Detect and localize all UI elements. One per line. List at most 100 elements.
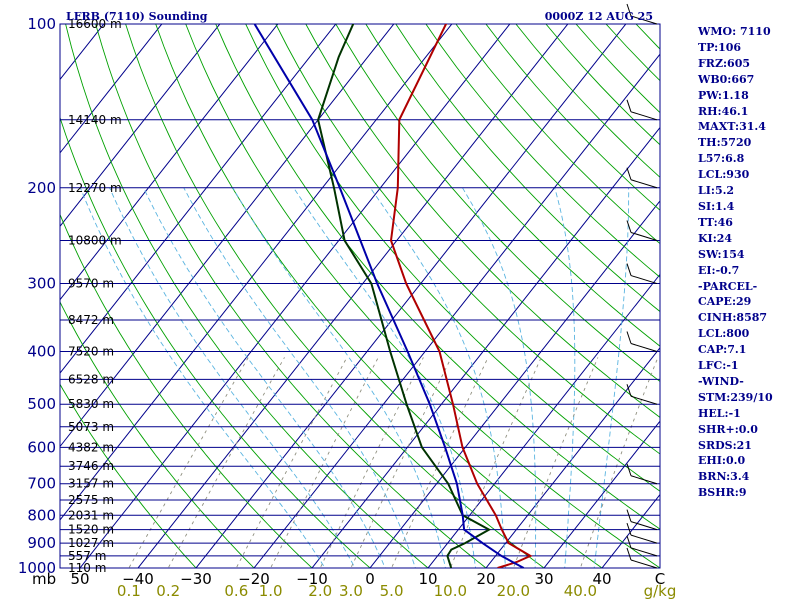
height-level-label: 8472 m [68, 313, 114, 327]
stat-item: KI:24 [698, 231, 733, 245]
isotherm-line [60, 24, 453, 521]
moist-adiabat-line [232, 187, 446, 568]
wind-barb-flag [626, 263, 632, 276]
grid-lines [60, 24, 660, 568]
height-level-label: 2575 m [68, 493, 114, 507]
mixing-ratio-label: 3.0 [339, 582, 363, 600]
stat-item: -PARCEL- [698, 279, 758, 293]
wind-barb-flag [626, 384, 632, 397]
pressure-tick-label: 1000 [18, 559, 56, 577]
wind-barb [630, 343, 658, 352]
mixing-ratio-label: 0.2 [156, 582, 180, 600]
temperature-tick-label: −40 [122, 570, 154, 588]
height-level-label: 6528 m [68, 372, 114, 386]
isobar-lines [59, 23, 661, 569]
dry-adiabat-line [125, 24, 545, 568]
wind-barb [630, 111, 658, 121]
dry-adiabat-line [275, 24, 660, 455]
dry-adiabat-line [425, 24, 660, 278]
title-station: LFRB (7110) Sounding [66, 10, 208, 23]
stat-item: SHR+:0.0 [698, 422, 758, 436]
temperature-tick-label: 10 [418, 570, 437, 588]
stat-item: FRZ:605 [698, 56, 751, 70]
pressure-tick-label: 800 [27, 506, 56, 524]
isotherm-line [485, 346, 660, 568]
isotherm-line [60, 24, 221, 228]
wind-barb [630, 521, 658, 531]
height-level-label: 3746 m [68, 459, 114, 473]
plot-frame [59, 23, 661, 569]
pressure-tick-label: 200 [27, 179, 56, 197]
dry-adiabat-line [60, 383, 197, 568]
temperature-unit-label: C [655, 570, 665, 588]
isotherm-line [79, 24, 511, 568]
wind-barb [630, 559, 658, 569]
stat-item: RH:46.1 [698, 104, 749, 118]
stat-item: TT:46 [698, 215, 733, 229]
temperature-tick-label: −10 [296, 570, 328, 588]
stat-item: LI:5.2 [698, 184, 735, 198]
pressure-unit-label: mb [32, 570, 56, 588]
mixing-ratio-line [391, 357, 489, 568]
isotherm-line [311, 126, 660, 568]
stat-item: STM:239/10 [698, 390, 773, 404]
isotherm-line [369, 200, 660, 568]
mixing-ratio-unit-label: g/kg [644, 582, 677, 600]
pressure-tick-label: 500 [27, 395, 56, 413]
height-level-label: 9570 m [68, 277, 114, 291]
mixing-ratio-label: 1.0 [259, 582, 283, 600]
stat-item: -WIND- [698, 374, 744, 388]
stat-item: SRDS:21 [698, 438, 752, 452]
wind-barb-flag [626, 99, 632, 112]
stat-item: SI:1.4 [698, 199, 735, 213]
profile-lines [253, 24, 533, 568]
dewpoint-profile [317, 24, 492, 568]
wind-barb-flag [626, 522, 632, 536]
plot-background [60, 24, 660, 568]
wind-barb [630, 534, 658, 544]
wind-barb [630, 547, 658, 557]
wind-barb-flag [626, 3, 632, 17]
height-level-label: 110 m [68, 561, 106, 575]
moist-adiabat-line [462, 187, 537, 568]
dry-adiabat-line [365, 24, 660, 347]
wind-barb [630, 232, 658, 241]
moist-adiabat-line [554, 187, 576, 568]
mixing-ratio-label: 2.0 [308, 582, 332, 600]
stat-item: WMO: 7110 [698, 25, 771, 38]
height-level-label: 16600 m [68, 17, 122, 31]
dry-adiabat-line [185, 24, 660, 568]
height-level-label: 557 m [68, 549, 106, 563]
dry-adiabat-line [60, 301, 255, 568]
wind-barb-flag [626, 167, 632, 180]
temperature-profile [389, 24, 533, 568]
title-datetime: 0000Z 12 AUG 25 [545, 10, 653, 23]
dry-adiabat-line [95, 24, 487, 568]
wind-barb-flag [626, 509, 632, 522]
parcel-profile [253, 24, 525, 568]
dry-adiabat-line [245, 24, 660, 492]
temperature-tick-label: 0 [365, 570, 375, 588]
dry-adiabat-line [65, 24, 429, 568]
stat-item: TP:106 [698, 40, 742, 54]
temperature-tick-label: 20 [476, 570, 495, 588]
dry-adiabat-line [60, 116, 371, 568]
stat-item: MAXT:31.4 [698, 120, 766, 134]
stat-item: EI:-0.7 [698, 263, 740, 277]
mixing-ratio-label: 10.0 [434, 582, 467, 600]
temperature-tick-label: −30 [180, 570, 212, 588]
wind-barb-flag [626, 331, 632, 344]
mixing-ratio-label: 20.0 [497, 582, 530, 600]
isotherm-line [137, 24, 569, 568]
wind-barb [630, 15, 658, 25]
moist-adiabat-line [369, 187, 506, 568]
wind-barb-flag [626, 535, 632, 549]
pressure-tick-label: 600 [27, 438, 56, 456]
isotherm-line [60, 24, 337, 374]
mixing-ratio-line [270, 357, 379, 568]
moist-adiabat-line [183, 187, 416, 568]
height-level-label: 5073 m [68, 420, 114, 434]
wind-barb-flag [626, 547, 632, 561]
height-level-label: 7520 m [68, 345, 114, 359]
